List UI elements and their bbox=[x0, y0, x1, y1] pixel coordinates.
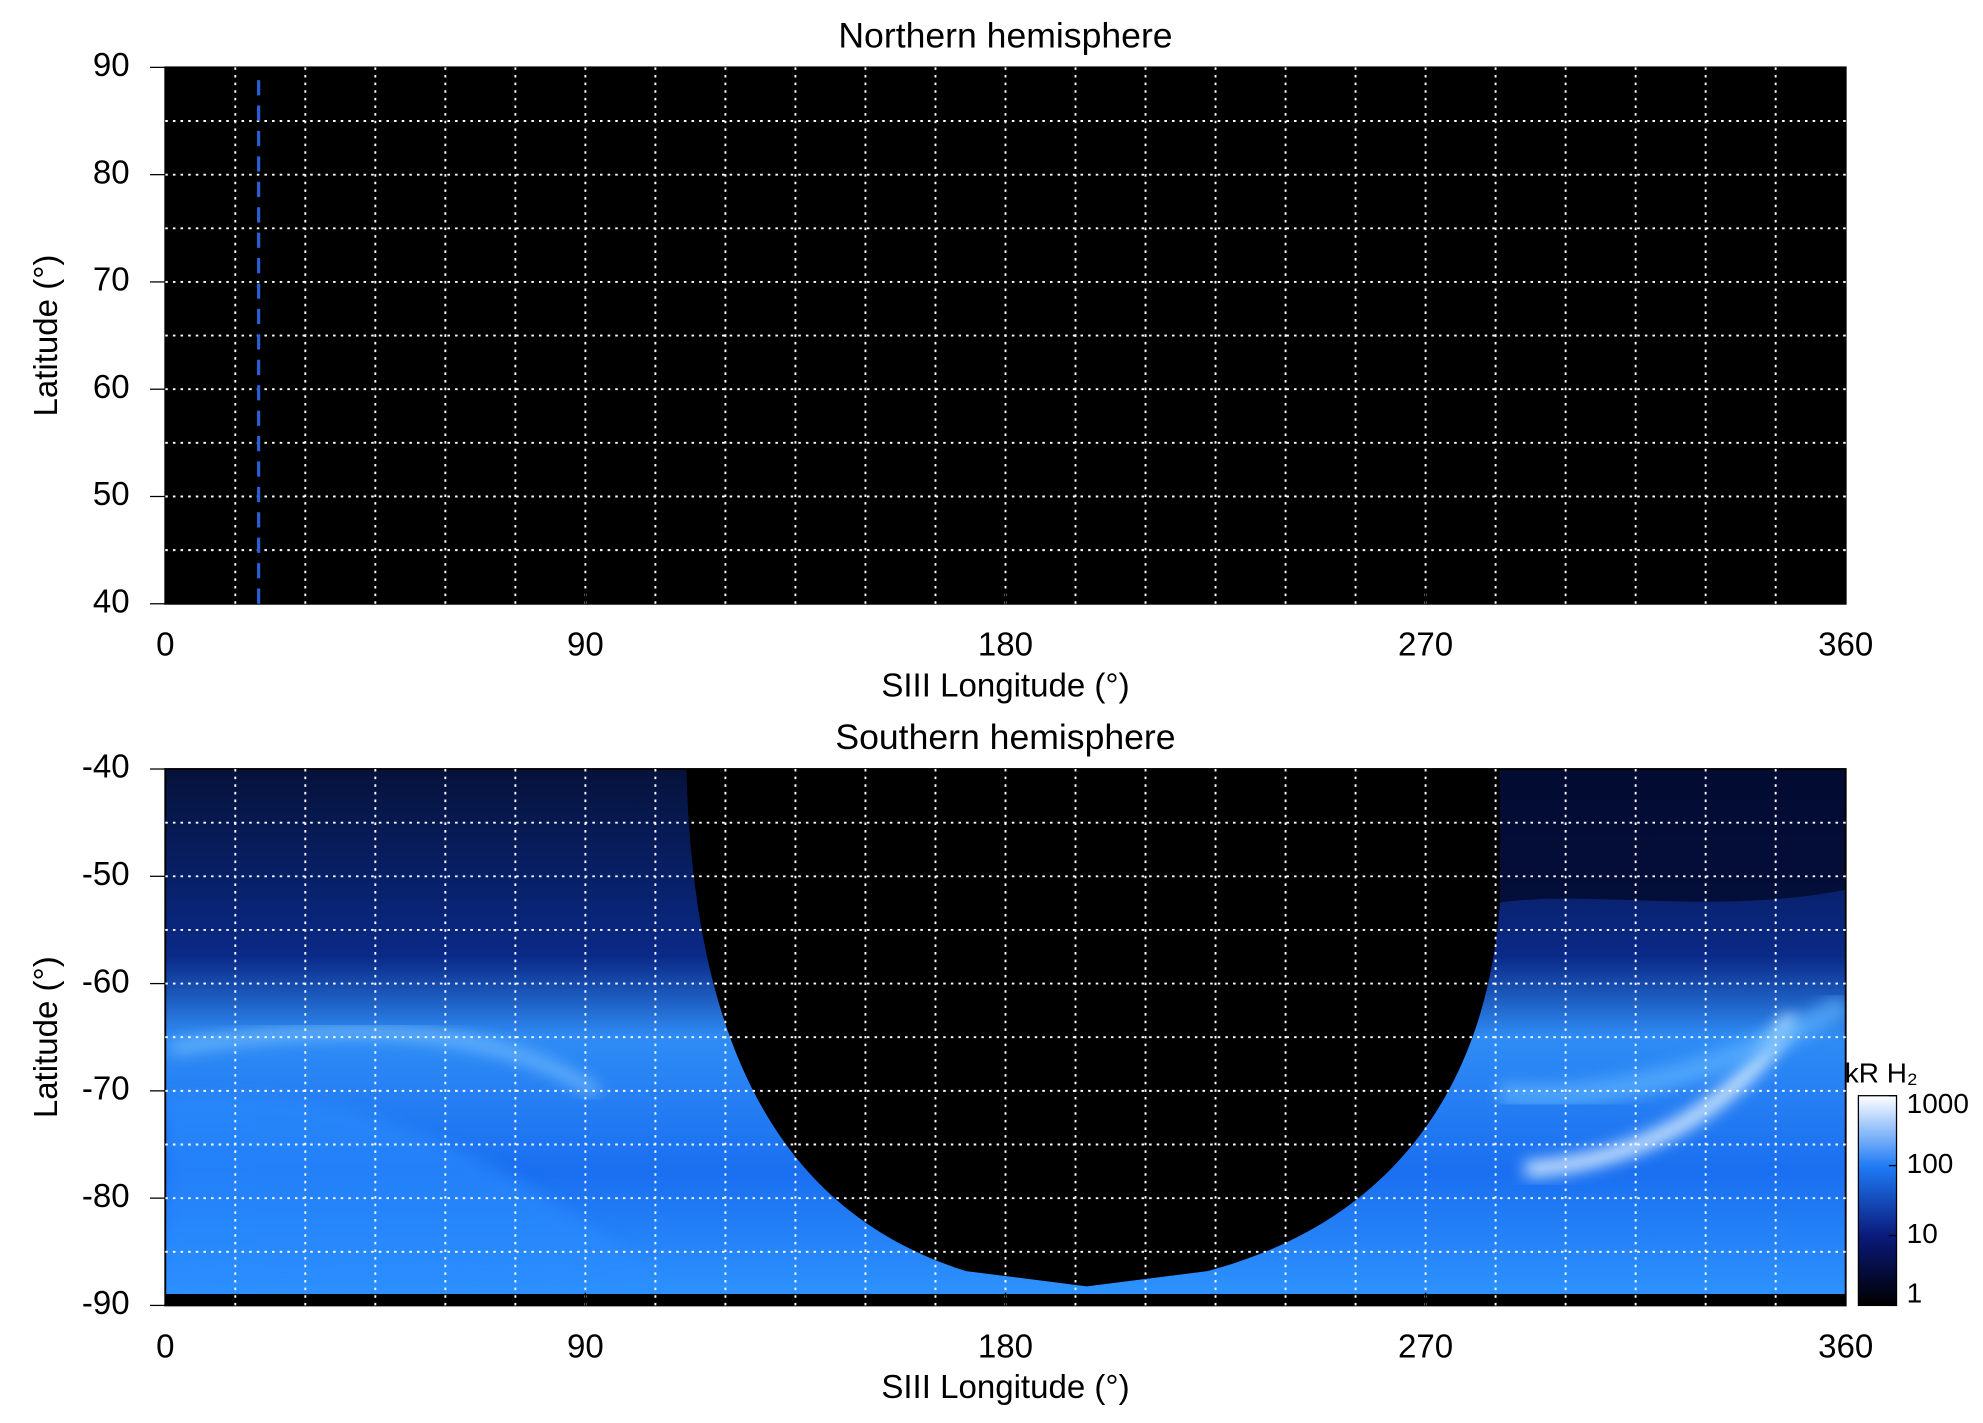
y-tick-label: 60 bbox=[93, 369, 130, 406]
colorbar-tick-label: 100 bbox=[1907, 1148, 1954, 1179]
x-axis-label: SIII Longitude (°) bbox=[881, 667, 1129, 704]
colorbar-tick-label: 10 bbox=[1907, 1218, 1938, 1249]
colorbar-tick-label: 1 bbox=[1907, 1278, 1923, 1309]
x-tick-label: 180 bbox=[978, 1328, 1033, 1365]
y-tick-label: 70 bbox=[93, 262, 130, 299]
y-axis-label: Latitude (°) bbox=[28, 255, 65, 417]
colorbar bbox=[1857, 1095, 1898, 1307]
y-tick-label: 80 bbox=[93, 154, 130, 191]
y-tick-label: -70 bbox=[82, 1071, 130, 1108]
y-tick-label: 50 bbox=[93, 476, 130, 513]
y-tick-label: -40 bbox=[82, 749, 130, 786]
x-tick-label: 270 bbox=[1398, 627, 1453, 664]
y-tick-label: -90 bbox=[82, 1285, 130, 1322]
x-axis-label: SIII Longitude (°) bbox=[881, 1369, 1129, 1406]
y-tick-label: 90 bbox=[93, 47, 130, 84]
x-tick-label: 360 bbox=[1818, 1328, 1873, 1365]
x-tick-label: 90 bbox=[567, 627, 604, 664]
x-tick-label: 180 bbox=[978, 627, 1033, 664]
x-tick-label: 270 bbox=[1398, 1328, 1453, 1365]
colorbar-tick-label: 1000 bbox=[1907, 1088, 1969, 1119]
y-tick-label: 40 bbox=[93, 584, 130, 621]
y-tick-label: -50 bbox=[82, 856, 130, 893]
x-tick-label: 0 bbox=[156, 627, 174, 664]
colorbar-label: kR H₂ bbox=[1845, 1058, 1918, 1089]
chart-title: Northern hemisphere bbox=[838, 16, 1172, 56]
x-tick-label: 360 bbox=[1818, 627, 1873, 664]
y-tick-label: -80 bbox=[82, 1178, 130, 1215]
y-tick-label: -60 bbox=[82, 963, 130, 1000]
chart-title: Southern hemisphere bbox=[835, 717, 1175, 757]
y-axis-label: Latitude (°) bbox=[28, 956, 65, 1118]
x-tick-label: 90 bbox=[567, 1328, 604, 1365]
x-tick-label: 0 bbox=[156, 1328, 174, 1365]
